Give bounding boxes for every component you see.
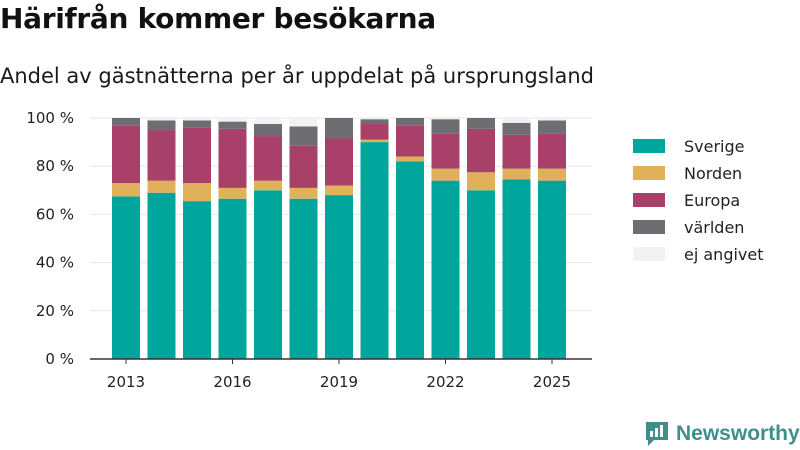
- y-tick-label: 40 %: [36, 254, 74, 272]
- bar-segment-Norden-2016: [218, 187, 247, 199]
- brand-name: Newsworthy: [676, 422, 800, 445]
- bar-segment-Norden-2019: [325, 185, 353, 196]
- x-tick-label: 2013: [107, 373, 145, 391]
- bar-segment-ej-angivet-2016: [218, 118, 247, 122]
- bar-segment-ej-angivet-2015: [183, 118, 211, 121]
- bar-segment-Europa-2013: [112, 125, 140, 184]
- bar-segment-Europa-2020: [360, 124, 389, 140]
- bar-segment-Europa-2023: [467, 128, 495, 173]
- bar-segment-Sverige-2025: [538, 180, 566, 359]
- bar-segment-Europa-2019: [325, 138, 353, 186]
- x-tick-label: 2022: [426, 373, 464, 391]
- y-tick-label: 0 %: [45, 350, 74, 368]
- y-axis-ticks: 0 % 20 % 40 % 60 % 80 % 100 %: [26, 109, 74, 368]
- bar-segment-Europa-2021: [396, 125, 424, 157]
- legend-swatch: [633, 247, 665, 261]
- legend-label: Sverige: [684, 137, 745, 156]
- legend-item-ej-angivet: ej angivet: [633, 245, 764, 264]
- bar-segment-Sverige-2016: [218, 198, 247, 359]
- brand: Newsworthy: [644, 420, 800, 448]
- bar-segment-ej-angivet-2018: [289, 118, 318, 127]
- bar-segment-Norden-2025: [538, 168, 566, 181]
- y-tick-label: 100 %: [26, 109, 74, 127]
- bar-segment-världen-2019: [325, 118, 353, 139]
- bar-segment-världen-2023: [467, 118, 495, 129]
- bar-segment-Norden-2014: [147, 180, 176, 193]
- bar-segment-ej-angivet-2024: [502, 118, 531, 123]
- bar-segment-Sverige-2014: [147, 192, 176, 359]
- bar-segment-Sverige-2013: [112, 196, 140, 359]
- bar-segment-världen-2022: [431, 119, 460, 134]
- bar-segment-Sverige-2021: [396, 161, 424, 359]
- bar-segment-Norden-2017: [254, 180, 282, 191]
- bar-segment-världen-2017: [254, 124, 282, 137]
- legend-item-Europa: Europa: [633, 191, 740, 210]
- bar-segment-Sverige-2015: [183, 201, 211, 359]
- bar-segment-världen-2021: [396, 118, 424, 126]
- bar-segment-världen-2018: [289, 126, 318, 146]
- bar-segment-Sverige-2017: [254, 190, 282, 359]
- bar-segment-Europa-2024: [502, 134, 531, 169]
- legend-label: världen: [684, 218, 744, 237]
- bar-segment-Norden-2023: [467, 172, 495, 191]
- x-tick-label: 2019: [320, 373, 358, 391]
- bar-segment-världen-2025: [538, 120, 566, 134]
- bar-segment-ej-angivet-2014: [147, 118, 176, 121]
- bar-segment-Sverige-2024: [502, 179, 531, 359]
- bar-segment-Sverige-2020: [360, 142, 389, 359]
- x-axis-ticks: 2013 2016 2019 2022 2025: [107, 359, 571, 391]
- bar-segment-Norden-2020: [360, 139, 389, 143]
- legend-swatch: [633, 193, 665, 207]
- legend-swatch: [633, 220, 665, 234]
- bar-segment-ej-angivet-2017: [254, 118, 282, 125]
- bar-segment-Europa-2015: [183, 127, 211, 184]
- bar-segment-Norden-2013: [112, 183, 140, 197]
- bar-segment-ej-angivet-2025: [538, 118, 566, 121]
- bar-segment-Sverige-2019: [325, 195, 353, 359]
- bar-segment-Sverige-2023: [467, 190, 495, 359]
- bar-segment-världen-2024: [502, 122, 531, 135]
- x-tick-label: 2025: [533, 373, 571, 391]
- legend-label: ej angivet: [684, 245, 764, 264]
- bars: [112, 118, 566, 359]
- bar-segment-Norden-2015: [183, 183, 211, 202]
- bar-segment-Europa-2014: [147, 130, 176, 181]
- bar-segment-Sverige-2018: [289, 198, 318, 359]
- bar-segment-Europa-2017: [254, 136, 282, 181]
- bar-segment-ej-angivet-2022: [431, 118, 460, 120]
- legend-label: Europa: [684, 191, 740, 210]
- legend: Sverige Norden Europa världen ej angivet: [633, 137, 764, 264]
- legend-item-Norden: Norden: [633, 164, 742, 183]
- bar-segment-ej-angivet-2020: [360, 118, 389, 120]
- legend-item-Sverige: Sverige: [633, 137, 745, 156]
- y-tick-label: 80 %: [36, 157, 74, 175]
- bar-segment-världen-2014: [147, 120, 176, 131]
- bar-segment-Europa-2016: [218, 128, 247, 188]
- bar-segment-Norden-2022: [431, 168, 460, 181]
- bar-segment-världen-2013: [112, 118, 140, 126]
- y-tick-label: 20 %: [36, 302, 74, 320]
- bar-segment-världen-2015: [183, 120, 211, 128]
- bar-segment-Europa-2022: [431, 133, 460, 169]
- chart-title: Härifrån kommer besökarna: [0, 2, 436, 35]
- legend-swatch: [633, 166, 665, 180]
- x-tick-label: 2016: [213, 373, 251, 391]
- bar-segment-Europa-2018: [289, 145, 318, 188]
- bar-segment-Europa-2025: [538, 133, 566, 169]
- chart-subtitle: Andel av gästnätterna per år uppdelat på…: [0, 64, 594, 88]
- legend-swatch: [633, 139, 665, 153]
- bar-segment-Norden-2018: [289, 187, 318, 199]
- bar-segment-Sverige-2022: [431, 180, 460, 359]
- legend-item-världen: världen: [633, 218, 744, 237]
- y-tick-label: 60 %: [36, 205, 74, 223]
- bar-segment-världen-2016: [218, 121, 247, 129]
- bar-segment-Norden-2024: [502, 168, 531, 180]
- newsworthy-logo-icon: [646, 422, 668, 446]
- bar-segment-Norden-2021: [396, 156, 424, 162]
- bar-segment-världen-2020: [360, 119, 389, 125]
- legend-label: Norden: [684, 164, 742, 183]
